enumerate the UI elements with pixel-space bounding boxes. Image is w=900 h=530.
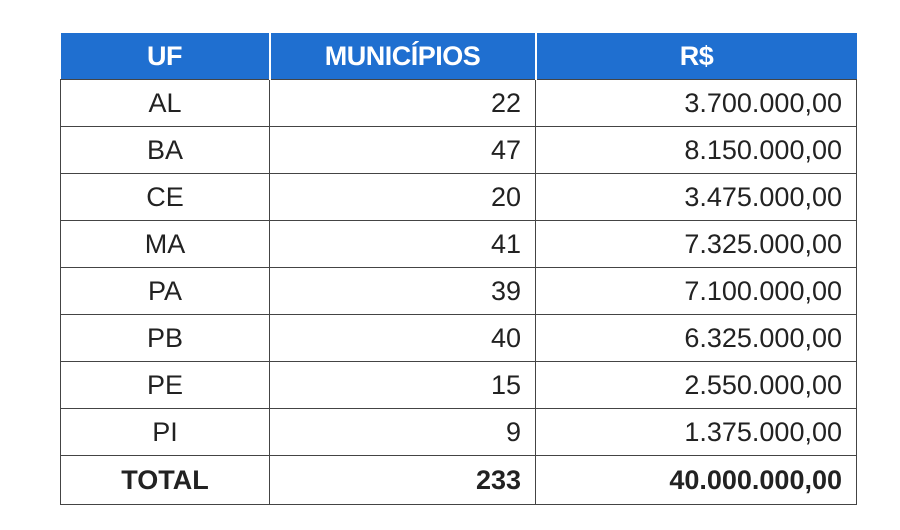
cell-uf: PI	[60, 408, 270, 456]
cell-uf: PB	[60, 314, 270, 362]
table-body: AL 22 3.700.000,00 BA 47 8.150.000,00 CE…	[60, 79, 857, 505]
table-row: PE 15 2.550.000,00	[60, 361, 857, 409]
cell-municipios: 22	[269, 79, 536, 127]
cell-valor: 2.550.000,00	[535, 361, 857, 409]
cell-valor: 1.375.000,00	[535, 408, 857, 456]
header-valor: R$	[535, 33, 857, 80]
table-row: PI 9 1.375.000,00	[60, 408, 857, 456]
cell-municipios: 15	[269, 361, 536, 409]
cell-valor: 3.475.000,00	[535, 173, 857, 221]
cell-uf: PA	[60, 267, 270, 315]
cell-uf: BA	[60, 126, 270, 174]
cell-valor: 7.100.000,00	[535, 267, 857, 315]
table-header: UF MUNICÍPIOS R$	[60, 33, 857, 80]
total-municipios: 233	[269, 455, 536, 505]
table-row: PB 40 6.325.000,00	[60, 314, 857, 362]
total-row: TOTAL 233 40.000.000,00	[60, 455, 857, 505]
total-valor: 40.000.000,00	[535, 455, 857, 505]
cell-valor: 6.325.000,00	[535, 314, 857, 362]
table-row: MA 41 7.325.000,00	[60, 220, 857, 268]
cell-municipios: 40	[269, 314, 536, 362]
total-label: TOTAL	[60, 455, 270, 505]
table-row: AL 22 3.700.000,00	[60, 79, 857, 127]
table-row: BA 47 8.150.000,00	[60, 126, 857, 174]
data-table-container: UF MUNICÍPIOS R$ AL 22 3.700.000,00 BA 4…	[60, 33, 857, 505]
cell-valor: 3.700.000,00	[535, 79, 857, 127]
table-row: PA 39 7.100.000,00	[60, 267, 857, 315]
cell-uf: PE	[60, 361, 270, 409]
header-row: UF MUNICÍPIOS R$	[60, 33, 857, 80]
cell-municipios: 47	[269, 126, 536, 174]
cell-uf: CE	[60, 173, 270, 221]
cell-municipios: 41	[269, 220, 536, 268]
municipios-table: UF MUNICÍPIOS R$ AL 22 3.700.000,00 BA 4…	[60, 33, 857, 505]
header-uf: UF	[60, 33, 271, 80]
cell-valor: 7.325.000,00	[535, 220, 857, 268]
table-row: CE 20 3.475.000,00	[60, 173, 857, 221]
header-municipios: MUNICÍPIOS	[269, 33, 537, 80]
cell-municipios: 39	[269, 267, 536, 315]
cell-valor: 8.150.000,00	[535, 126, 857, 174]
cell-municipios: 9	[269, 408, 536, 456]
cell-uf: MA	[60, 220, 270, 268]
cell-uf: AL	[60, 79, 270, 127]
cell-municipios: 20	[269, 173, 536, 221]
